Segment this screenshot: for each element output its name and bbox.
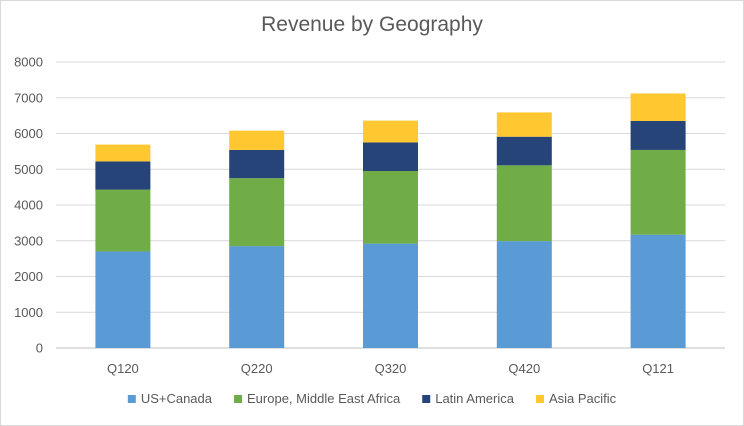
legend-label: Asia Pacific: [549, 391, 617, 406]
y-tick-label: 4000: [14, 198, 43, 213]
y-tick-label: 0: [36, 341, 43, 356]
y-tick-label: 3000: [14, 233, 43, 248]
y-tick-label: 2000: [14, 269, 43, 284]
legend-swatch: [127, 395, 136, 403]
bar-segment: [95, 189, 151, 252]
legend-label: Latin America: [435, 391, 515, 406]
y-tick-label: 8000: [14, 55, 43, 70]
legend-swatch: [535, 395, 544, 403]
legend-swatch: [422, 395, 431, 403]
bar-segment: [496, 241, 552, 348]
bar-segment: [229, 178, 285, 247]
bar-segment: [363, 243, 418, 348]
bar-segment: [229, 149, 285, 179]
bar-segment: [496, 136, 552, 166]
bar-segment: [630, 149, 686, 235]
bar-segment: [95, 251, 151, 348]
bar-segment: [630, 234, 686, 348]
x-tick-label: Q220: [241, 361, 273, 376]
y-tick-label: 6000: [14, 126, 43, 141]
bar-segment: [229, 246, 285, 348]
bar-segment: [229, 130, 285, 150]
bar-segment: [496, 165, 552, 242]
x-tick-label: Q420: [508, 361, 540, 376]
bar-segment: [363, 120, 418, 143]
chart-title: Revenue by Geography: [261, 13, 483, 36]
legend-swatch: [234, 395, 243, 403]
x-tick-label: Q320: [375, 361, 407, 376]
y-tick-label: 5000: [14, 162, 43, 177]
bar-segment: [630, 120, 686, 150]
bar-segment: [630, 93, 686, 121]
bar-segment: [363, 171, 418, 244]
bar-segment: [363, 142, 418, 172]
bar-segment: [95, 161, 151, 190]
legend-label: US+Canada: [141, 391, 213, 406]
y-tick-label: 7000: [14, 90, 43, 105]
bar-segment: [496, 112, 552, 137]
bar-segment: [95, 144, 151, 162]
x-tick-label: Q120: [107, 361, 139, 376]
x-tick-label: Q121: [642, 361, 674, 376]
y-tick-label: 1000: [14, 305, 43, 320]
legend-label: Europe, Middle East Africa: [247, 391, 401, 406]
